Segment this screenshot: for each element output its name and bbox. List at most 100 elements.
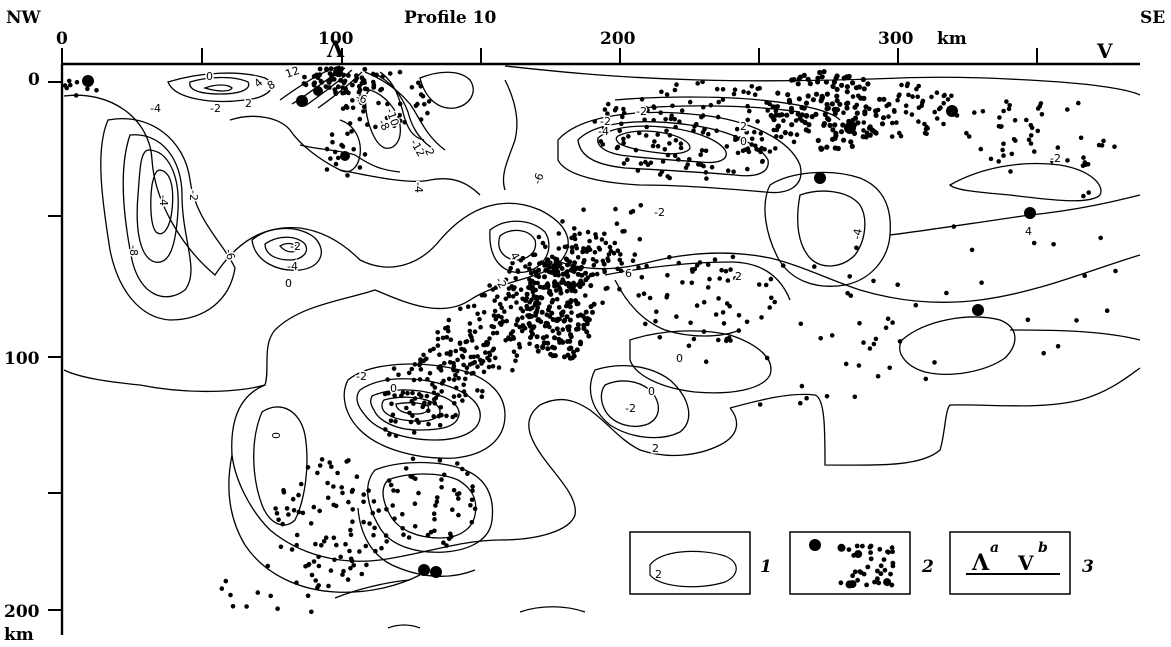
- hypocenter-dot: [951, 224, 957, 229]
- hypocenter-dot: [856, 363, 862, 368]
- hypocenter-dot: [1096, 142, 1102, 148]
- hypocenter-dot: [1039, 112, 1045, 117]
- hypocenter-dot: [440, 335, 446, 341]
- hypocenter-dot: [556, 305, 562, 310]
- legend-dot: [886, 549, 891, 555]
- hypocenter-dot: [587, 238, 592, 244]
- hypocenter-dot: [357, 165, 363, 170]
- hypocenter-dot: [456, 496, 461, 501]
- hypocenter-dot: [614, 221, 620, 226]
- hypocenter-dot: [969, 247, 975, 253]
- hypocenter-dot: [326, 583, 331, 589]
- hypocenter-dot: [899, 82, 904, 88]
- hypocenter-dot: [617, 128, 622, 134]
- hypocenter-dot: [608, 248, 614, 254]
- hypocenter-dot: [278, 544, 284, 550]
- hypocenter-dot: [838, 129, 845, 135]
- hypocenter-dot: [600, 300, 605, 306]
- hypocenter-dot: [359, 571, 365, 577]
- hypocenter-dot: [281, 490, 287, 495]
- hypocenter-dot: [339, 485, 345, 490]
- hypocenter-dot: [569, 235, 574, 241]
- hypocenter-dot: [552, 345, 557, 351]
- hypocenter-dot: [475, 388, 480, 393]
- hypocenter-dot: [305, 593, 311, 599]
- hypocenter-dot: [338, 78, 343, 83]
- hypocenter-dot: [567, 317, 573, 323]
- hypocenter-dot: [667, 133, 673, 138]
- hypocenter-dot: [421, 352, 426, 358]
- hypocenter-dot: [701, 104, 706, 110]
- hypocenter-dot: [558, 290, 564, 296]
- hypocenter-dot: [536, 274, 542, 280]
- hypocenter-dot: [223, 578, 229, 584]
- contour-label: -4: [598, 125, 609, 138]
- hypocenter-dot: [540, 335, 546, 341]
- hypocenter-dot: [771, 117, 777, 123]
- hypocenter-dot: [736, 313, 742, 318]
- hypocenter-dot: [791, 77, 797, 83]
- hypocenter-dot: [490, 330, 496, 336]
- hypocenter-dot: [707, 276, 712, 282]
- hypocenter-dot: [335, 470, 340, 476]
- legend-dot: [888, 571, 893, 577]
- hypocenter-dot: [384, 115, 390, 121]
- hypocenter-dot: [824, 144, 830, 150]
- hypocenter-dot: [615, 266, 620, 272]
- hypocenter-dot: [348, 532, 354, 538]
- hypocenter-dot: [471, 303, 477, 309]
- hypocenter-dot: [453, 412, 458, 418]
- hypocenter-dot: [491, 346, 497, 352]
- hypocenter-dot: [772, 299, 777, 305]
- hypocenter-dot: [654, 309, 659, 315]
- hypocenter-dot: [464, 365, 470, 371]
- hypocenter-dot: [314, 72, 319, 78]
- hypocenter-dot: [1082, 273, 1087, 279]
- hypocenter-dot: [854, 110, 860, 116]
- hypocenter-dot: [439, 412, 444, 418]
- hypocenter-dot: [694, 303, 700, 308]
- hypocenter-dot: [789, 122, 795, 128]
- hypocenter-dot: [255, 590, 261, 595]
- hypocenter-dot: [832, 122, 838, 128]
- hypocenter-dot: [384, 539, 390, 544]
- hypocenter-dot: [574, 245, 579, 251]
- legend-1-sample-value: 2: [655, 568, 662, 581]
- contour-label: -4: [157, 195, 170, 206]
- hypocenter-dot: [768, 276, 774, 282]
- hypocenter-dot: [884, 103, 889, 109]
- hypocenter-dot: [614, 145, 620, 151]
- hypocenter-dot: [439, 485, 444, 490]
- hypocenter-dot: [596, 245, 602, 251]
- hypocenter-dot: [764, 100, 769, 105]
- hypocenter-dot: [848, 139, 854, 145]
- hypocenter-dot: [798, 321, 804, 327]
- hypocenter-dot: [667, 175, 672, 181]
- hypocenter-dot: [663, 117, 668, 122]
- hypocenter-dot: [316, 554, 321, 560]
- hypocenter-dot: [724, 338, 729, 344]
- hypocenter-dot: [427, 348, 433, 353]
- hypocenter-dot: [588, 272, 594, 278]
- hypocenter-dot: [673, 138, 679, 143]
- hypocenter-dot: [914, 86, 919, 92]
- hypocenter-dot: [504, 318, 510, 324]
- hypocenter-dot: [566, 281, 572, 287]
- hypocenter-dot: [773, 108, 779, 114]
- hypocenter-dot: [514, 353, 520, 358]
- hypocenter-dot: [558, 338, 564, 344]
- hypocenter-dot: [877, 97, 883, 102]
- hypocenter-dot: [411, 377, 417, 383]
- hypocenter-dot: [430, 382, 435, 387]
- hypocenter-dot: [1012, 118, 1018, 123]
- hypocenter-dot: [351, 147, 357, 152]
- hypocenter-dot: [400, 511, 405, 517]
- hypocenter-dot: [585, 229, 591, 235]
- hypocenter-dot: [317, 508, 323, 514]
- hypocenter-dot: [437, 458, 443, 463]
- hypocenter-dot: [579, 264, 584, 270]
- hypocenter-dot: [865, 81, 871, 87]
- hypocenter-dot: [388, 418, 394, 424]
- hypocenter-dot: [731, 91, 737, 97]
- hypocenter-dot: [673, 124, 678, 130]
